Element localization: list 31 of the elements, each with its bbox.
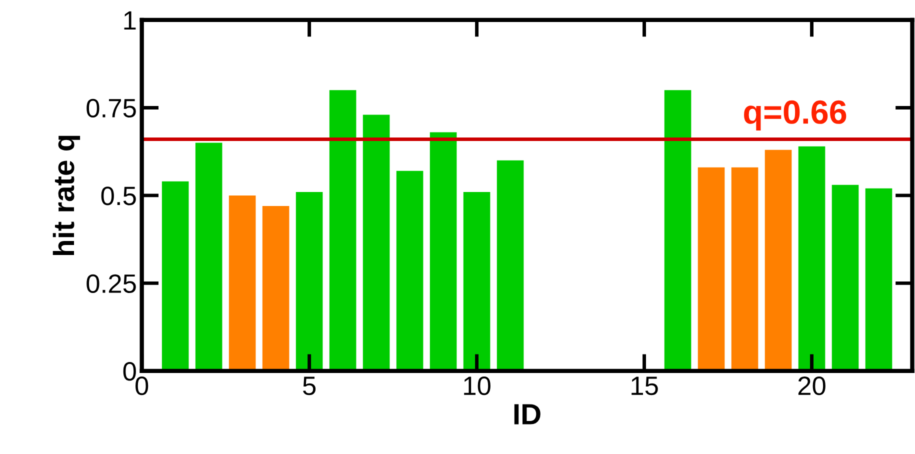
- bar: [195, 142, 222, 371]
- y-tick-label: 0.5: [101, 186, 136, 206]
- bar: [664, 90, 692, 371]
- x-axis-title: ID: [514, 404, 540, 424]
- y-tick-label: 0: [123, 362, 136, 381]
- bar: [496, 160, 524, 371]
- x-tick-label: 20: [798, 376, 826, 396]
- x-tick-label: 15: [632, 376, 658, 396]
- ref-line-label: q=0.66: [744, 100, 846, 131]
- y-tick-label: 0.25: [86, 274, 136, 294]
- bar: [865, 188, 892, 371]
- x-tick-label: 0: [136, 376, 148, 396]
- y-axis-title: hit rate q: [52, 136, 80, 255]
- bar: [296, 192, 323, 371]
- x-tick-label: 10: [464, 376, 490, 396]
- bar: [362, 114, 390, 371]
- bar: [262, 206, 290, 371]
- bar: [162, 181, 189, 371]
- bar: [731, 167, 758, 371]
- y-tick-label: 1: [124, 11, 136, 30]
- bar: [798, 146, 826, 371]
- bar: [329, 90, 356, 371]
- bar: [764, 150, 792, 371]
- x-tick-label: 5: [303, 376, 316, 396]
- bar: [430, 132, 457, 371]
- bar: [698, 167, 725, 371]
- bar: [396, 170, 424, 371]
- bar: [463, 192, 490, 371]
- y-tick-label: 0.75: [86, 98, 136, 118]
- bar: [832, 184, 859, 371]
- bar: [228, 195, 256, 371]
